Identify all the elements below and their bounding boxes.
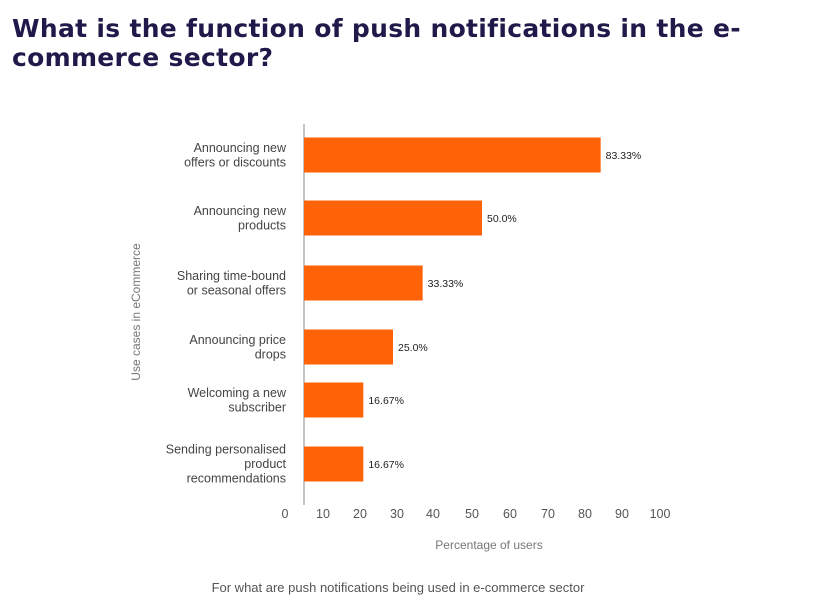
value-label-3: 25.0% (398, 342, 428, 354)
x-tick-label-80: 80 (578, 507, 592, 521)
category-label-line: Announcing new (194, 141, 287, 155)
y-axis-title: Use cases in eCommerce (129, 243, 143, 381)
category-label-2: Sharing time-bound or seasonal offers (177, 269, 286, 298)
bar-0 (304, 137, 601, 173)
x-axis-title: Percentage of users (435, 538, 542, 552)
category-label-line: Welcoming a new (188, 386, 287, 400)
category-label-line: subscriber (228, 400, 286, 414)
category-label-line: or seasonal offers (187, 283, 286, 297)
value-label-5: 16.67% (368, 459, 404, 471)
x-tick-label-0: 0 (282, 507, 289, 521)
category-label-line: offers or discounts (184, 155, 286, 169)
category-label-line: Announcing price (189, 333, 286, 347)
value-label-4: 16.67% (368, 395, 404, 407)
value-label-0: 83.33% (606, 150, 642, 162)
category-label-line: product (244, 457, 286, 471)
bar-2 (304, 265, 423, 301)
x-tick-label-10: 10 (316, 507, 330, 521)
x-tick-label-20: 20 (353, 507, 367, 521)
category-label-3: Announcing price drops (189, 333, 286, 362)
chart-caption: For what are push notifications being us… (211, 580, 585, 595)
x-tick-label-70: 70 (541, 507, 555, 521)
category-label-line: Announcing new (194, 204, 287, 218)
category-label-line: Sharing time-bound (177, 269, 286, 283)
category-label-line: Sending personalised (166, 443, 286, 457)
category-label-0: Announcing new offers or discounts (184, 141, 287, 170)
x-tick-label-60: 60 (503, 507, 517, 521)
category-label-5: Sending personalised product recommendatio… (166, 443, 287, 486)
category-label-1: Announcing new products (194, 204, 287, 233)
category-label-line: recommendations (187, 472, 286, 486)
bar-5 (304, 446, 364, 482)
x-tick-label-100: 100 (650, 507, 671, 521)
x-tick-label-90: 90 (615, 507, 629, 521)
category-label-line: drops (255, 347, 286, 361)
x-tick-label-40: 40 (426, 507, 440, 521)
x-tick-label-30: 30 (390, 507, 404, 521)
bar-4 (304, 382, 364, 418)
category-label-line: products (238, 218, 286, 232)
chart-title: What is the function of push notificatio… (12, 14, 741, 72)
bars-group (304, 137, 601, 482)
value-label-2: 33.33% (428, 278, 464, 290)
category-label-4: Welcoming a new subscriber (188, 386, 287, 415)
value-label-1: 50.0% (487, 213, 517, 225)
value-labels-group: 83.33% 50.0% 33.33% 25.0% 16.67% 16.67% (368, 150, 641, 471)
x-tick-labels-group: 0 10 20 30 40 50 60 70 80 90 100 (282, 507, 671, 521)
bar-3 (304, 329, 393, 365)
category-labels-group: Announcing new offers or discountsAnnounc… (166, 141, 287, 486)
bar-1 (304, 200, 482, 236)
x-tick-label-50: 50 (465, 507, 479, 521)
